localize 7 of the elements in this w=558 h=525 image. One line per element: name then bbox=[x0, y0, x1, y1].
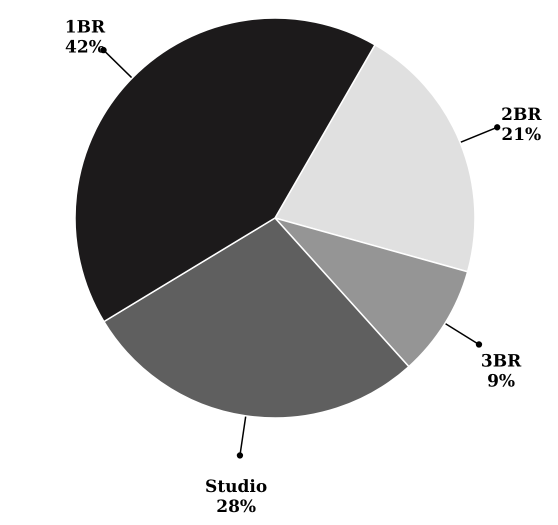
slice-label: 2BR bbox=[501, 105, 542, 126]
slice-label: 1BR bbox=[64, 18, 106, 38]
slice-label: 3BR bbox=[480, 351, 522, 372]
data-label: 28% bbox=[216, 497, 256, 518]
data-label: 9% bbox=[487, 371, 516, 392]
data-label: 21% bbox=[501, 125, 542, 146]
slice-label: Studio bbox=[205, 477, 268, 498]
